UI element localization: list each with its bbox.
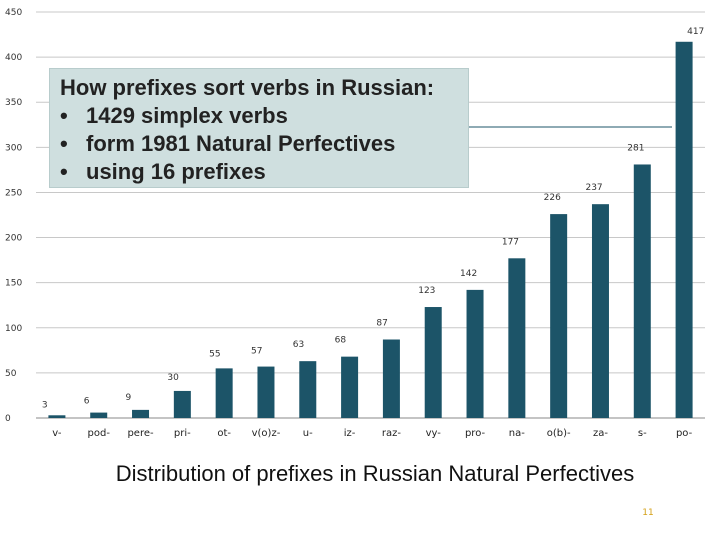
bar [90, 412, 108, 418]
bar-value-label: 123 [418, 286, 435, 296]
x-category-label: s- [638, 428, 647, 439]
y-tick-label: 300 [5, 143, 22, 153]
bar-value-label: 281 [627, 143, 644, 153]
y-tick-label: 400 [5, 53, 22, 63]
bar-value-label: 55 [209, 349, 220, 359]
callout-title: How prefixes sort verbs in Russian: [60, 75, 435, 100]
slide-number: 11 [642, 508, 654, 518]
bar [299, 361, 317, 418]
x-category-label: pri- [174, 428, 191, 439]
y-tick-label: 200 [5, 234, 22, 244]
bar [675, 41, 693, 418]
x-category-label: ot- [217, 428, 231, 439]
y-tick-label: 350 [5, 98, 22, 108]
y-axis-ticks: 0 50 100 150 200 250 300 350 400 450 [5, 8, 22, 424]
bars [48, 41, 693, 418]
y-tick-label: 150 [5, 279, 22, 289]
callout-item: • form 1981 Natural Perfectives [60, 130, 458, 158]
bar [132, 409, 150, 418]
bar-value-label: 57 [251, 347, 262, 357]
bar [382, 339, 400, 418]
bar-value-label: 6 [84, 397, 90, 407]
x-category-label: po- [676, 428, 693, 439]
x-axis-categories: v-pod-pere-pri-ot-v(o)z-u-iz-raz-vy-pro-… [52, 428, 692, 439]
callout-box: How prefixes sort verbs in Russian: • 142… [49, 68, 469, 188]
bar-value-label: 30 [167, 373, 179, 383]
x-category-label: pere- [127, 428, 154, 439]
bar [48, 415, 66, 418]
bar [591, 204, 609, 418]
x-category-label: za- [593, 428, 608, 439]
bullet-icon: • [60, 103, 68, 128]
x-category-label: v- [52, 428, 62, 439]
bar-value-label: 177 [502, 237, 519, 247]
callout-item: • using 16 prefixes [60, 158, 458, 186]
y-tick-label: 250 [5, 188, 22, 198]
bar [257, 366, 275, 418]
bar [550, 214, 568, 418]
chart-caption: Distribution of prefixes in Russian Natu… [115, 461, 635, 486]
bar-value-label: 417 [687, 27, 704, 37]
bar [215, 368, 233, 418]
bar-value-label: 9 [126, 393, 132, 403]
x-category-label: pro- [465, 428, 486, 439]
bar [466, 289, 484, 418]
bar-value-label: 63 [293, 340, 304, 350]
x-category-label: o(b)- [547, 428, 571, 439]
y-tick-label: 450 [5, 8, 22, 18]
y-tick-label: 100 [5, 324, 22, 334]
bar [633, 164, 651, 418]
callout-item-text: 1429 simplex verbs [86, 103, 288, 128]
bar-value-label: 3 [42, 400, 48, 410]
callout-item-text: form 1981 Natural Perfectives [86, 131, 396, 156]
callout-item: • 1429 simplex verbs [60, 102, 458, 130]
bar-value-label: 87 [376, 319, 387, 329]
y-tick-label: 0 [5, 414, 11, 424]
x-category-label: raz- [382, 428, 401, 439]
bar [424, 307, 442, 418]
bar-value-label: 68 [335, 336, 347, 346]
callout-list: • 1429 simplex verbs • form 1981 Natural P… [60, 102, 458, 186]
bar-value-label: 237 [585, 183, 602, 193]
bar [508, 258, 526, 418]
x-category-label: na- [509, 428, 525, 439]
bar-value-label: 226 [544, 193, 561, 203]
x-category-label: u- [303, 428, 313, 439]
bar [341, 356, 359, 418]
x-category-label: iz- [344, 428, 356, 439]
x-category-label: v(o)z- [252, 428, 281, 439]
bullet-icon: • [60, 159, 68, 184]
x-category-label: pod- [88, 428, 111, 439]
bar [173, 390, 191, 418]
value-labels: 3 6 9 30 55 57 63 68 87 123 142 177 226 237 281 417 [42, 27, 704, 411]
bar-value-label: 142 [460, 269, 477, 279]
y-tick-label: 50 [5, 369, 17, 379]
callout-item-text: using 16 prefixes [86, 159, 266, 184]
x-category-label: vy- [426, 428, 442, 439]
bullet-icon: • [60, 131, 68, 156]
